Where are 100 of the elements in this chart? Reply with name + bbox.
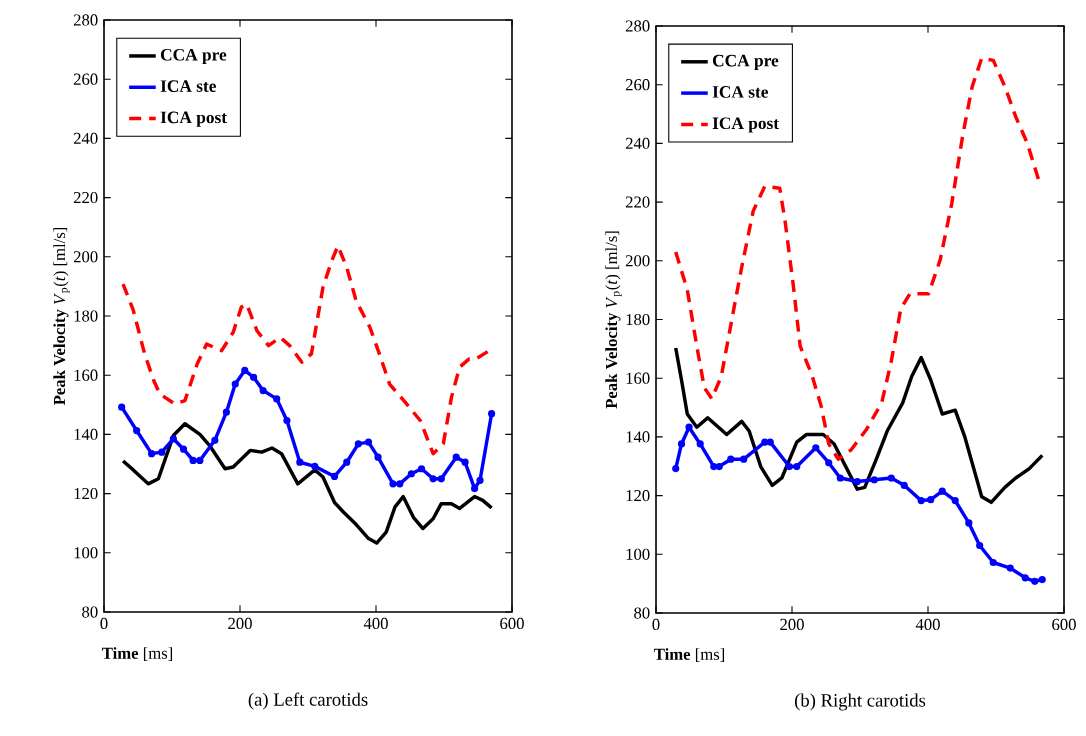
point xyxy=(761,438,769,446)
point xyxy=(169,435,177,443)
legend-label: ICA post xyxy=(712,117,779,133)
y-tick-label: 100 xyxy=(626,548,650,560)
point xyxy=(364,438,373,446)
y-tick-label: 220 xyxy=(625,196,650,208)
y-tick-label: 80 xyxy=(82,606,98,618)
point xyxy=(927,496,935,504)
point xyxy=(343,458,351,466)
point xyxy=(766,438,774,446)
y-tick-label: 180 xyxy=(626,313,650,326)
point xyxy=(158,448,166,456)
point xyxy=(1038,575,1046,584)
point xyxy=(179,445,188,453)
point xyxy=(189,456,197,465)
y-tick-label: 260 xyxy=(625,79,650,91)
point xyxy=(118,403,126,411)
point xyxy=(677,440,686,448)
point xyxy=(476,476,484,484)
legend-label: ICA post xyxy=(160,111,227,127)
point xyxy=(853,477,861,486)
y-tick-label: 120 xyxy=(626,489,650,502)
x-tick-label: 400 xyxy=(915,618,940,631)
point xyxy=(989,558,997,567)
point xyxy=(330,472,339,481)
legend-label: ICA ste xyxy=(160,80,216,92)
point xyxy=(461,458,469,466)
y-tick-label: 80 xyxy=(634,607,650,619)
y-tick-label: 180 xyxy=(74,310,98,322)
y-tick-label: 220 xyxy=(73,191,98,204)
y-axis-title: Peak Velocity V$_{p}$(t) [ml/s] xyxy=(53,227,70,406)
y-tick-label: 160 xyxy=(626,372,650,384)
point xyxy=(793,462,801,471)
legend-label: CCA pre xyxy=(712,54,779,70)
point xyxy=(196,456,204,465)
point xyxy=(836,474,844,482)
point xyxy=(389,480,397,488)
x-tick-label: 0 xyxy=(652,618,660,631)
x-tick-label: 200 xyxy=(228,617,252,630)
y-tick-label: 200 xyxy=(73,251,98,263)
point xyxy=(696,440,704,448)
point xyxy=(452,453,460,461)
point xyxy=(1006,564,1014,572)
point xyxy=(685,423,693,431)
point xyxy=(241,366,249,375)
point xyxy=(870,476,878,484)
text: (a) Left carotids xyxy=(248,692,368,710)
y-axis-title: Peak Velocity V$_{p}$(t) [ml/s] xyxy=(605,231,622,409)
y-tick-label: 140 xyxy=(626,431,650,443)
point xyxy=(812,444,820,452)
line-series xyxy=(673,56,1041,461)
point xyxy=(249,373,258,381)
point xyxy=(727,455,735,463)
point xyxy=(259,386,267,395)
x-tick-label: 600 xyxy=(500,617,524,630)
point xyxy=(1031,577,1039,585)
x-axis-title: Time [ms] xyxy=(102,647,173,661)
point xyxy=(740,455,748,463)
point xyxy=(785,462,793,471)
point xyxy=(133,426,141,435)
point xyxy=(965,519,973,527)
y-tick-label: 280 xyxy=(73,14,98,26)
point xyxy=(148,450,156,458)
y-tick-label: 240 xyxy=(73,132,98,145)
y-tick-label: 160 xyxy=(74,369,98,381)
y-tick-label: 200 xyxy=(625,255,650,267)
point xyxy=(231,380,239,388)
point xyxy=(429,475,437,483)
point xyxy=(710,462,718,471)
point xyxy=(1021,574,1029,582)
y-tick-label: 280 xyxy=(625,20,650,32)
point xyxy=(354,440,362,448)
point xyxy=(296,458,304,466)
point xyxy=(900,481,908,489)
legend-label: ICA ste xyxy=(712,86,768,98)
line-series xyxy=(121,422,494,545)
point xyxy=(437,475,445,483)
text: (b) Right carotids xyxy=(794,693,926,711)
legend-label: CCA pre xyxy=(160,48,227,65)
point xyxy=(487,410,496,418)
point xyxy=(283,416,291,425)
point xyxy=(211,436,219,444)
x-tick-label: 0 xyxy=(100,617,108,630)
point xyxy=(311,462,319,470)
x-tick-label: 600 xyxy=(1052,618,1076,631)
y-tick-label: 120 xyxy=(74,487,98,500)
point xyxy=(825,459,833,467)
point xyxy=(938,487,946,495)
point xyxy=(417,465,426,473)
point xyxy=(887,474,895,482)
point xyxy=(715,462,723,471)
y-tick-label: 240 xyxy=(625,137,650,150)
point xyxy=(976,541,984,550)
point xyxy=(396,480,404,488)
point xyxy=(222,408,231,416)
point xyxy=(917,496,925,505)
x-axis-title: Time [ms] xyxy=(654,648,725,662)
point xyxy=(374,453,382,461)
point xyxy=(407,470,415,478)
y-tick-label: 140 xyxy=(74,428,98,441)
